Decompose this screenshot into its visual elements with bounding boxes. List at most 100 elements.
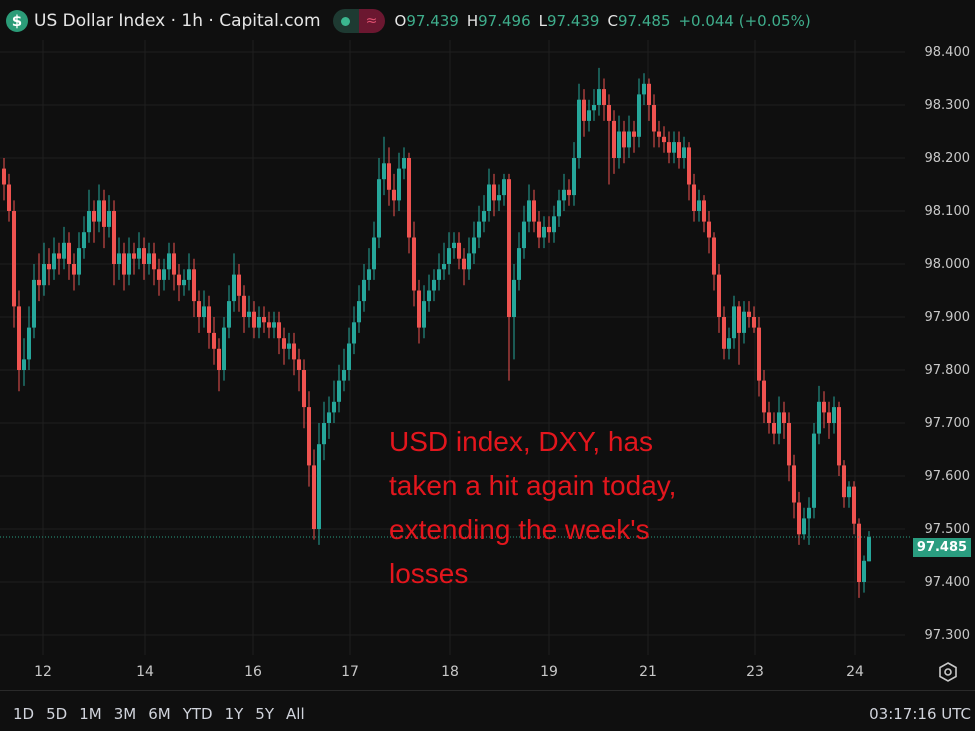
candle [562, 173, 566, 211]
range-5y-button[interactable]: 5Y [255, 705, 275, 723]
candle-body [67, 242, 71, 264]
candle-body [277, 322, 281, 339]
candle-body [87, 211, 91, 233]
candle [812, 423, 816, 519]
candle [122, 242, 126, 291]
candle-body [147, 253, 151, 264]
candle [137, 232, 141, 270]
candle-body [452, 242, 456, 249]
candle-body [517, 248, 521, 280]
candle-body [862, 560, 866, 582]
candle [312, 449, 316, 540]
range-6m-button[interactable]: 6M [148, 705, 171, 723]
candle [707, 211, 711, 254]
candle [657, 120, 661, 148]
annotation-line: losses [389, 558, 469, 589]
candle [227, 285, 231, 339]
candle-body [807, 507, 811, 519]
candle-body [852, 486, 856, 524]
market-status-toggle[interactable]: ≈ [332, 9, 385, 33]
candle [732, 295, 736, 349]
candle [362, 264, 366, 312]
settings-gear-icon[interactable] [937, 661, 959, 683]
candle-body [187, 269, 191, 280]
candle [257, 306, 261, 339]
time-axis[interactable]: 12 14 16 17 18 19 21 23 24 [34, 664, 864, 680]
range-3m-button[interactable]: 3M [113, 705, 137, 723]
candle [822, 391, 826, 429]
candle-body [577, 99, 581, 158]
candle [792, 454, 796, 519]
range-ytd-button[interactable]: YTD [182, 705, 213, 723]
candle [377, 158, 381, 249]
candle [397, 152, 401, 211]
candle [542, 216, 546, 249]
candle [447, 232, 451, 275]
candle-body [32, 279, 36, 328]
candle [527, 184, 531, 233]
candle [557, 189, 561, 227]
candle [307, 391, 311, 487]
candle [737, 301, 741, 365]
annotation-text: USD index, DXY, has taken a hit again to… [389, 420, 809, 596]
time-tick-label: 19 [540, 664, 558, 680]
candle [647, 78, 651, 121]
candle [357, 285, 361, 333]
candle [632, 120, 636, 153]
candle-body [47, 264, 51, 270]
candle-body [567, 189, 571, 196]
candlestick-chart[interactable]: 98.400 98.300 98.200 98.100 98.000 97.900 97.8… [0, 0, 975, 690]
range-1d-button[interactable]: 1D [13, 705, 35, 723]
candle-body [22, 359, 26, 370]
candle-body [307, 407, 311, 466]
candle [532, 189, 536, 233]
candle [687, 142, 691, 201]
candle [427, 274, 431, 312]
candle [442, 242, 446, 280]
candle [582, 89, 586, 137]
candle-body [387, 163, 391, 190]
range-all-button[interactable]: All [286, 705, 305, 723]
candle [287, 332, 291, 360]
candle-body [267, 322, 271, 328]
symbol-title[interactable]: US Dollar Index · 1h · Capital.com [34, 11, 321, 31]
candle [267, 311, 271, 339]
clock-timezone[interactable]: 03:17:16 UTC [869, 705, 971, 723]
candle-body [182, 279, 186, 286]
candle-body [77, 248, 81, 275]
candle [637, 78, 641, 148]
range-1y-button[interactable]: 1Y [224, 705, 244, 723]
candle-body [757, 327, 761, 381]
price-axis[interactable]: 98.400 98.300 98.200 98.100 98.000 97.900 97.8… [925, 45, 971, 643]
candle-body [322, 423, 326, 445]
candle-body [537, 221, 541, 238]
candle [627, 115, 631, 158]
candle [482, 195, 486, 233]
candle-body [127, 253, 131, 275]
candle [167, 242, 171, 280]
candle-body [592, 105, 596, 111]
candle-body [52, 253, 56, 270]
candle-body [117, 253, 121, 264]
range-5d-button[interactable]: 5D [46, 705, 68, 723]
candle [152, 242, 156, 286]
candle-body [797, 502, 801, 535]
price-tick-label: 98.100 [925, 204, 971, 219]
candle-body [507, 179, 511, 317]
candle-body [27, 327, 31, 360]
candle-body [492, 184, 496, 201]
candle-body [667, 142, 671, 153]
approx-icon: ≈ [358, 9, 385, 33]
annotation-line: taken a hit again today, [389, 470, 677, 501]
candle-body [792, 465, 796, 503]
candle [17, 290, 21, 392]
candle-body [737, 306, 741, 333]
price-tick-label: 97.300 [925, 628, 971, 643]
candle-body [682, 147, 686, 158]
last-price-label: 97.485 [913, 538, 971, 557]
candle [292, 332, 296, 376]
candle [72, 253, 76, 291]
candle-body [352, 322, 356, 344]
range-1m-button[interactable]: 1M [79, 705, 102, 723]
candle [82, 216, 86, 259]
